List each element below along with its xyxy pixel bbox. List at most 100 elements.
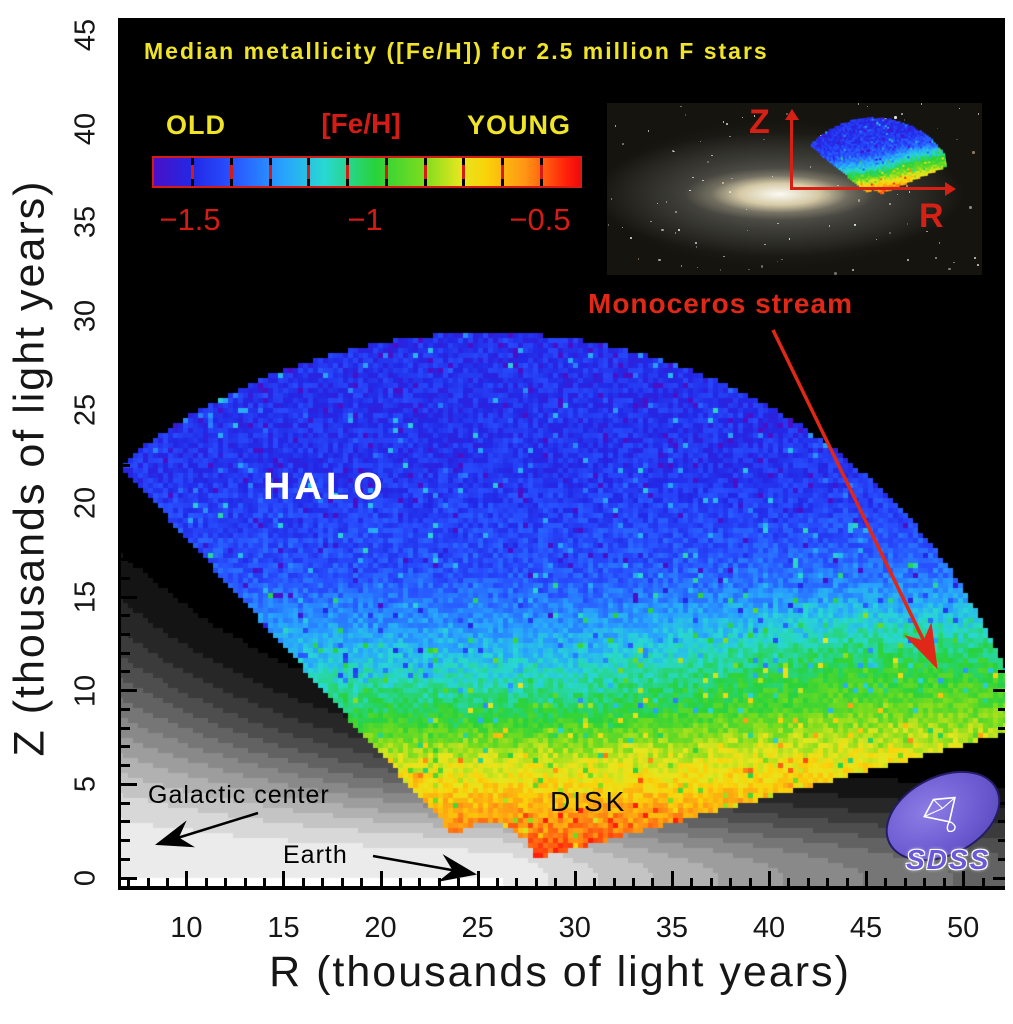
annotation-disk: DISK [550, 786, 627, 818]
star-dot [648, 130, 650, 132]
star-dot [969, 206, 972, 209]
annotation-monoceros-stream: Monoceros stream [588, 288, 853, 320]
y-tick-label: 15 [70, 581, 103, 613]
chart-title: Median metallicity ([Fe/H]) for 2.5 mill… [144, 38, 769, 65]
inset-z-axis-line [790, 117, 793, 189]
colorbar-tick-label: −0.5 [509, 202, 570, 238]
x-tick-label: 30 [559, 912, 591, 945]
star-dot [685, 114, 687, 116]
x-tick-label: 35 [656, 912, 688, 945]
colorbar-tick [307, 165, 310, 179]
star-dot [692, 177, 694, 179]
star-dot [789, 238, 791, 240]
star-dot [746, 209, 748, 211]
star-dot [720, 269, 722, 271]
star-dot [726, 123, 728, 125]
annotation-earth: Earth [283, 841, 348, 870]
star-dot [657, 203, 659, 205]
star-dot [876, 239, 878, 241]
star-dot [959, 108, 961, 110]
star-dot [689, 190, 691, 192]
star-dot [972, 151, 975, 154]
x-tick-label: 20 [364, 912, 396, 945]
star-dot [697, 267, 699, 269]
star-dot [723, 256, 725, 258]
star-dot [889, 232, 891, 234]
metallicity-colorbar [152, 156, 582, 188]
star-dot [854, 224, 856, 226]
colorbar-tick [385, 165, 388, 179]
star-dot [729, 191, 731, 193]
star-dot [907, 259, 909, 261]
star-dot [702, 180, 704, 182]
star-dot [608, 224, 610, 226]
inset-z-arrowhead-icon [785, 109, 799, 120]
galactic-center-arrow [158, 813, 258, 844]
y-tick-label: 5 [70, 776, 103, 792]
plot-area: Median metallicity ([Fe/H]) for 2.5 mill… [118, 18, 1005, 890]
star-dot [722, 182, 725, 185]
star-dot [742, 117, 744, 119]
monoceros-arrow [773, 330, 936, 666]
x-tick-label: 15 [267, 912, 299, 945]
x-tick-label: 50 [947, 912, 979, 945]
star-dot [675, 232, 677, 234]
star-dot [777, 261, 779, 263]
star-dot [781, 259, 783, 261]
star-dot [761, 265, 764, 268]
star-dot [672, 150, 674, 152]
colorbar-tick [540, 165, 543, 179]
star-dot [953, 262, 955, 264]
y-tick-label: 35 [70, 206, 103, 238]
colorbar-tick [230, 165, 233, 179]
star-dot [615, 125, 617, 127]
colorbar-label-old: OLD [166, 110, 226, 141]
star-dot [696, 246, 698, 248]
inset-r-axis-label: R [919, 197, 944, 236]
star-dot [630, 237, 632, 239]
star-dot [675, 211, 677, 213]
colorbar-label-feh: [Fe/H] [321, 108, 400, 140]
star-dot [661, 229, 664, 232]
star-dot [889, 203, 891, 205]
figure: Z (thousands of light years) R (thousand… [0, 0, 1013, 1024]
x-tick-label: 25 [462, 912, 494, 945]
x-tick-label: 10 [170, 912, 202, 945]
star-dot [867, 106, 869, 108]
x-tick-label: 40 [753, 912, 785, 945]
star-dot [858, 103, 860, 105]
star-dot [772, 176, 774, 178]
y-tick-label: 30 [70, 300, 103, 332]
star-dot [764, 244, 766, 246]
star-dot [680, 106, 682, 108]
star-dot [748, 269, 750, 271]
star-dot [695, 242, 697, 244]
star-dot [948, 268, 951, 271]
star-dot [700, 141, 702, 143]
colorbar-tick [462, 165, 465, 179]
inset-r-axis-line [790, 187, 948, 190]
colorbar-tick [269, 165, 272, 179]
x-axis-title: R (thousands of light years) [269, 948, 851, 997]
star-dot [681, 265, 683, 267]
y-tick-label: 45 [70, 19, 103, 51]
earth-arrow [373, 856, 474, 874]
annotation-galactic-center: Galactic center [148, 781, 330, 810]
star-dot [956, 139, 958, 141]
annotation-halo: HALO [263, 466, 387, 509]
inset-z-axis-label: Z [749, 103, 770, 142]
y-tick-label: 25 [70, 394, 103, 426]
inset-r-arrowhead-icon [945, 182, 956, 196]
star-dot [707, 161, 709, 163]
star-dot [974, 257, 977, 260]
colorbar-tick [191, 165, 194, 179]
star-dot [834, 272, 837, 275]
star-dot [731, 178, 733, 180]
y-tick-label: 0 [70, 870, 103, 886]
star-dot [747, 230, 749, 232]
star-dot [638, 258, 640, 260]
star-dot [921, 103, 923, 105]
star-dot [977, 264, 979, 266]
star-dot [622, 227, 624, 229]
star-dot [935, 257, 937, 259]
